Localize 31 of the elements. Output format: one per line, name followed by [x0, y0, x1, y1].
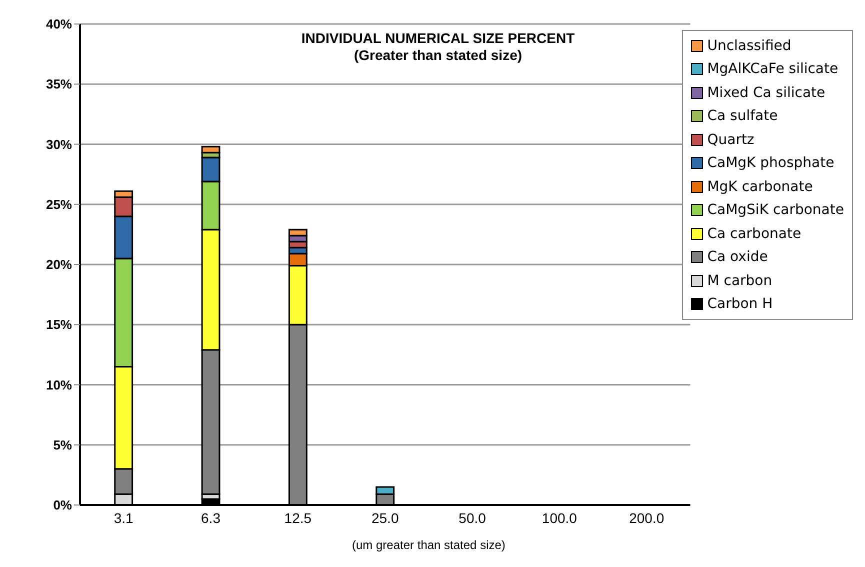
legend-label: Mixed Ca silicate: [707, 84, 826, 101]
x-tick-label: 6.3: [201, 510, 221, 526]
x-tick-label: 25.0: [371, 510, 399, 526]
chart-title: INDIVIDUAL NUMERICAL SIZE PERCENT: [300, 30, 576, 47]
y-tick-label: 5%: [53, 437, 72, 452]
legend-label: Quartz: [707, 132, 754, 148]
legend-label: Ca carbonate: [707, 226, 802, 242]
y-tick-label: 0%: [53, 498, 72, 513]
legend-label: CaMgK phosphate: [707, 155, 834, 172]
legend-label: Unclassified: [707, 38, 792, 54]
y-tick-label: 15%: [46, 317, 72, 332]
text: (Greater than stated size): [352, 47, 524, 64]
x-tick-label: 3.1: [114, 510, 134, 526]
y-tick-label: 40%: [46, 16, 72, 32]
legend-label: M carbon: [707, 272, 772, 289]
legend-label: Carbon H: [707, 296, 773, 312]
legend-label: CaMgSiK carbonate: [707, 202, 844, 218]
x-axis-title: (um greater than stated size): [352, 538, 506, 552]
legend-label: Ca oxide: [707, 249, 768, 266]
y-tick-label: 20%: [46, 257, 72, 272]
x-tick-label: 200.0: [629, 510, 664, 526]
x-tick-label: 50.0: [458, 510, 486, 526]
x-tick-label: 100.0: [542, 510, 578, 526]
legend-label: Ca sulfate: [707, 108, 778, 124]
legend-label: MgAlKCaFe silicate: [707, 61, 838, 78]
y-tick-label: 25%: [46, 196, 72, 212]
legend-label: MgK carbonate: [707, 178, 813, 195]
y-tick-label: 35%: [46, 76, 72, 92]
y-tick-label: 30%: [46, 136, 72, 152]
x-tick-label: 12.5: [284, 510, 312, 526]
y-tick-label: 10%: [46, 377, 72, 392]
